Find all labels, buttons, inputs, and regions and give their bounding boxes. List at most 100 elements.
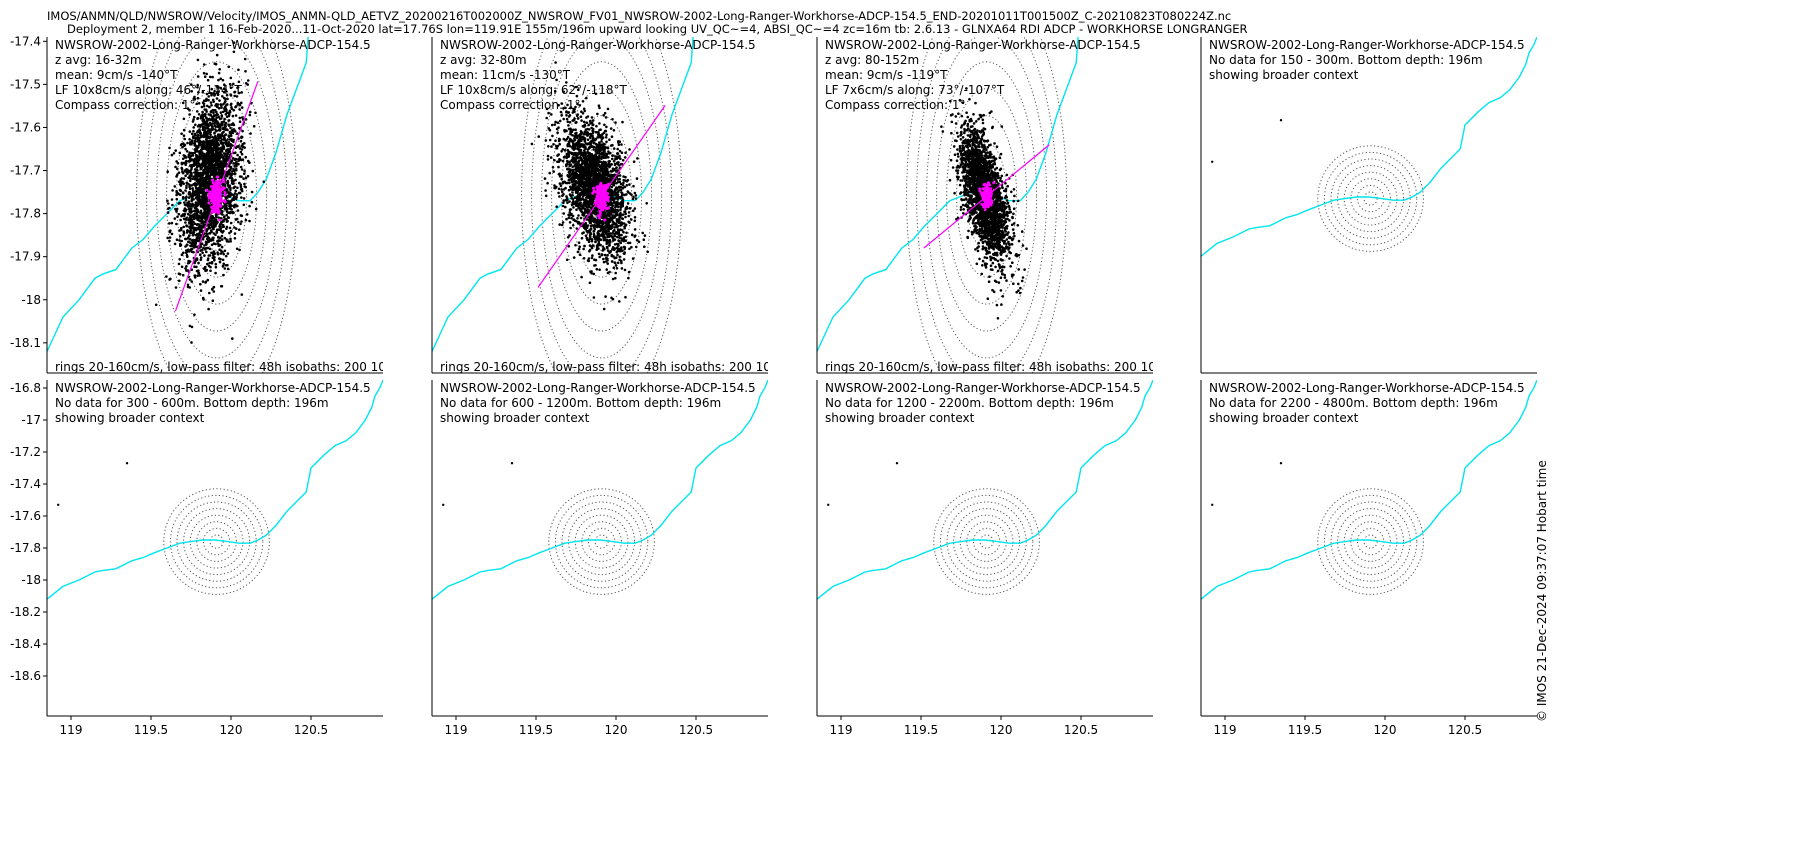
scatter-point bbox=[219, 77, 222, 80]
scatter-point bbox=[573, 117, 576, 120]
lowpass-point bbox=[222, 180, 226, 184]
scatter-point bbox=[193, 139, 197, 143]
scatter-point bbox=[598, 154, 601, 158]
scatter-point bbox=[571, 165, 574, 169]
scatter-point bbox=[218, 126, 221, 129]
scatter-point bbox=[205, 72, 208, 76]
scatter-point bbox=[230, 159, 234, 162]
scatter-point bbox=[201, 156, 204, 160]
scatter-point bbox=[203, 157, 207, 161]
scatter-point bbox=[566, 148, 570, 152]
range-ring bbox=[551, 61, 653, 332]
scatter-point bbox=[205, 228, 208, 231]
scatter-point bbox=[216, 122, 219, 126]
scatter-point bbox=[214, 157, 217, 161]
scatter-point bbox=[570, 196, 573, 200]
scatter-point bbox=[219, 221, 223, 225]
scatter-point bbox=[171, 189, 174, 192]
scatter-point bbox=[243, 146, 246, 149]
scatter-point bbox=[559, 158, 562, 162]
scatter-point bbox=[574, 85, 578, 89]
scatter-point bbox=[229, 201, 232, 204]
scatter-point bbox=[621, 159, 625, 162]
scatter-point bbox=[202, 71, 206, 75]
scatter-point bbox=[225, 115, 229, 118]
scatter-point bbox=[632, 209, 635, 212]
scatter-point bbox=[237, 80, 241, 84]
scatter-point bbox=[220, 234, 224, 238]
scatter-point bbox=[619, 162, 623, 166]
scatter-point bbox=[214, 128, 217, 131]
scatter-point bbox=[212, 225, 216, 229]
scatter-point bbox=[216, 138, 220, 142]
scatter-point bbox=[179, 143, 183, 147]
scatter-point bbox=[594, 159, 597, 162]
scatter-point bbox=[236, 209, 240, 212]
scatter-point bbox=[207, 113, 210, 116]
scatter-point bbox=[558, 223, 561, 226]
scatter-point bbox=[209, 159, 212, 163]
scatter-point bbox=[229, 76, 233, 80]
scatter-point bbox=[233, 172, 237, 175]
scatter-point bbox=[191, 189, 195, 192]
scatter-point bbox=[603, 236, 607, 239]
scatter-point bbox=[568, 145, 572, 148]
scatter-point bbox=[202, 298, 205, 301]
scatter-point bbox=[189, 164, 192, 168]
scatter-point bbox=[631, 257, 635, 260]
range-ring bbox=[136, 37, 298, 373]
scatter-point bbox=[235, 160, 238, 164]
scatter-point bbox=[568, 221, 572, 224]
scatter-point bbox=[232, 0, 235, 2]
scatter-point bbox=[595, 221, 598, 225]
scatter-point bbox=[179, 179, 182, 183]
scatter-point bbox=[216, 93, 220, 97]
scatter-point bbox=[227, 124, 231, 127]
scatter-point bbox=[212, 285, 216, 289]
scatter-point bbox=[558, 182, 562, 185]
scatter-point bbox=[586, 133, 590, 136]
scatter-point bbox=[570, 216, 573, 220]
scatter-point bbox=[234, 167, 238, 171]
scatter-point bbox=[188, 138, 191, 141]
scatter-point bbox=[212, 227, 215, 231]
scatter-point bbox=[585, 121, 589, 124]
scatter-point bbox=[620, 143, 623, 146]
scatter-point bbox=[212, 114, 216, 117]
scatter-point bbox=[206, 232, 209, 236]
scatter-point bbox=[214, 62, 218, 66]
scatter-point bbox=[583, 130, 587, 133]
scatter-point bbox=[223, 267, 227, 270]
scatter-point bbox=[583, 150, 586, 154]
scatter-point bbox=[196, 96, 200, 100]
scatter-point bbox=[180, 177, 184, 180]
scatter-point bbox=[217, 86, 220, 89]
scatter-point bbox=[225, 210, 229, 213]
scatter-point bbox=[605, 210, 608, 213]
scatter-point bbox=[193, 313, 196, 317]
scatter-point bbox=[229, 138, 233, 142]
scatter-point bbox=[198, 184, 202, 187]
scatter-point bbox=[619, 208, 622, 211]
scatter-point bbox=[236, 86, 239, 90]
scatter-point bbox=[583, 188, 586, 191]
scatter-point bbox=[188, 286, 191, 289]
scatter-point bbox=[194, 173, 198, 177]
scatter-point bbox=[622, 238, 626, 241]
scatter-point bbox=[608, 214, 611, 218]
scatter-point bbox=[571, 191, 574, 194]
scatter-point bbox=[190, 239, 194, 242]
scatter-point bbox=[631, 197, 635, 201]
scatter-point bbox=[577, 168, 581, 172]
scatter-point bbox=[233, 158, 237, 161]
scatter-point bbox=[234, 114, 238, 117]
scatter-point bbox=[238, 91, 241, 95]
scatter-point bbox=[205, 92, 209, 96]
scatter-point bbox=[222, 215, 226, 219]
scatter-point bbox=[209, 219, 213, 223]
scatter-point bbox=[569, 226, 572, 230]
scatter-point bbox=[627, 191, 630, 194]
scatter-point bbox=[196, 239, 199, 243]
scatter-point bbox=[605, 125, 608, 129]
scatter-point bbox=[577, 206, 581, 209]
